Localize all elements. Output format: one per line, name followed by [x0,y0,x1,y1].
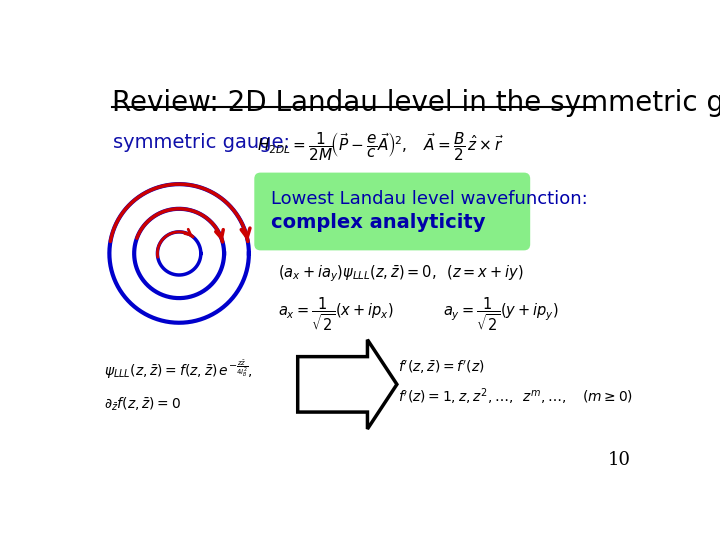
Text: $\psi_{LLL}(z,\bar{z}) = f(z,\bar{z})\,e^{-\frac{z\bar{z}}{4l_B^2}},$: $\psi_{LLL}(z,\bar{z}) = f(z,\bar{z})\,e… [104,359,253,381]
Polygon shape [297,340,397,429]
Text: $f'(z,\bar{z}) = f'(z)$: $f'(z,\bar{z}) = f'(z)$ [398,359,485,376]
Text: $(a_x + ia_y)\psi_{LLL}(z,\bar{z}) = 0,\;\;(z = x + iy)$: $(a_x + ia_y)\psi_{LLL}(z,\bar{z}) = 0,\… [277,264,523,284]
Text: 10: 10 [608,451,631,469]
FancyBboxPatch shape [254,173,530,251]
Text: Lowest Landau level wavefunction:: Lowest Landau level wavefunction: [271,190,588,207]
Text: complex analyticity: complex analyticity [271,213,486,232]
Text: $a_x = \dfrac{1}{\sqrt{2}}(x + ip_x)$: $a_x = \dfrac{1}{\sqrt{2}}(x + ip_x)$ [277,296,393,333]
Text: $f'(z) = 1, z, z^2, \ldots,\;\; z^m, \ldots,\quad (m \geq 0)$: $f'(z) = 1, z, z^2, \ldots,\;\; z^m, \ld… [398,387,634,407]
Text: symmetric gauge:: symmetric gauge: [113,132,290,152]
Text: Review: 2D Landau level in the symmetric gauge: Review: 2D Landau level in the symmetric… [112,90,720,117]
Text: $\partial_{\bar{z}} f(z,\bar{z}) = 0$: $\partial_{\bar{z}} f(z,\bar{z}) = 0$ [104,396,181,413]
Text: $a_y = \dfrac{1}{\sqrt{2}}(y + ip_y)$: $a_y = \dfrac{1}{\sqrt{2}}(y + ip_y)$ [443,296,558,333]
Text: $H_{2DL} = \dfrac{1}{2M}\!\left(\vec{P} - \dfrac{e}{c}\vec{A}\right)^{\!2},\quad: $H_{2DL} = \dfrac{1}{2M}\!\left(\vec{P} … [256,130,504,163]
